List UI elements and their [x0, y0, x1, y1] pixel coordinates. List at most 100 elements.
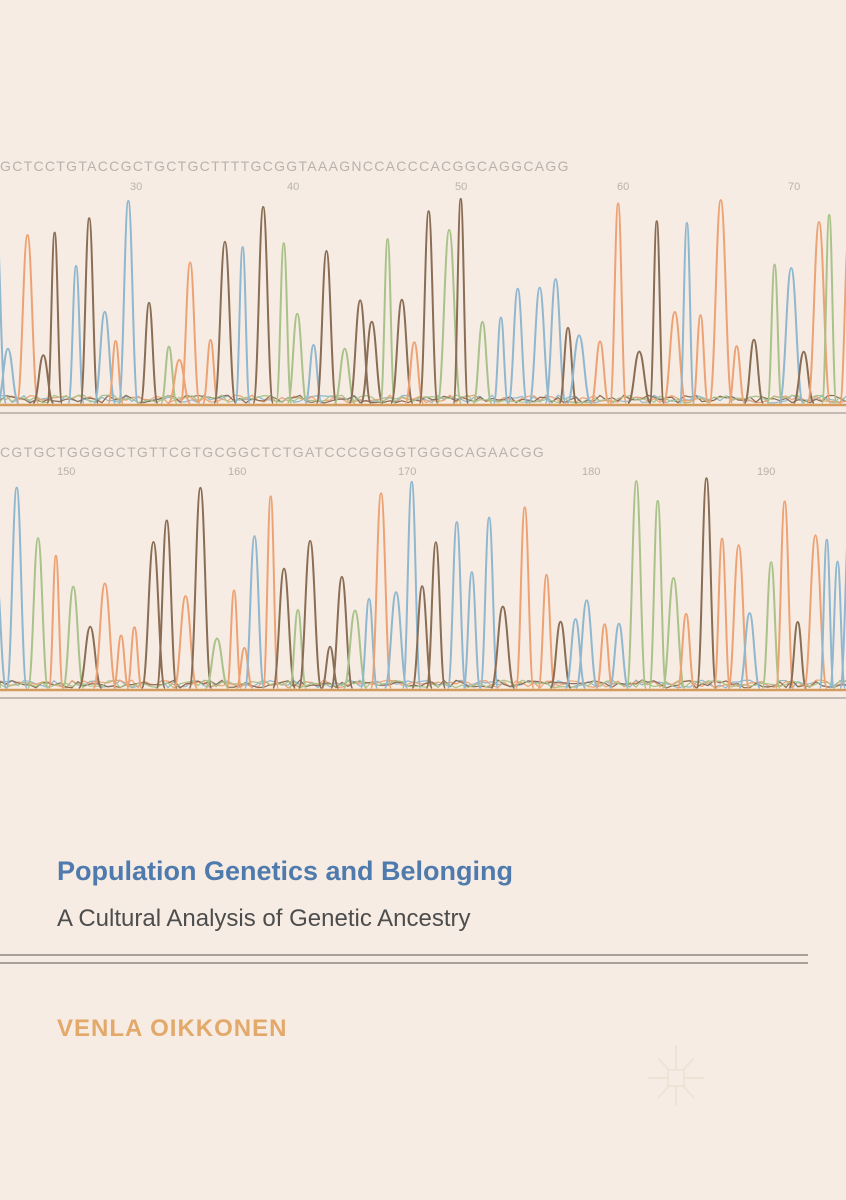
trace-peak — [315, 250, 338, 404]
trace-peak — [369, 492, 393, 689]
trace-peak — [678, 221, 696, 404]
trace-peak — [188, 486, 213, 689]
trace-peak — [691, 314, 710, 404]
trace-peak — [788, 620, 808, 689]
trace-peak — [32, 354, 55, 404]
trace-noise — [0, 394, 846, 404]
trace-peak — [418, 210, 439, 404]
trace-peak — [806, 221, 832, 404]
trace-peak — [564, 618, 587, 689]
trace-peak — [126, 626, 143, 689]
trace-peak — [404, 341, 425, 404]
trace-peak — [609, 202, 628, 404]
trace-peak — [452, 197, 470, 404]
trace-peak — [761, 561, 781, 689]
trace-peak — [0, 347, 20, 404]
trace-peak — [574, 599, 599, 689]
position-number: 170 — [398, 466, 417, 478]
position-number: 50 — [455, 181, 468, 193]
position-number: 190 — [757, 466, 776, 478]
position-number: 70 — [788, 181, 801, 193]
trace-peak — [348, 299, 372, 404]
trace-peak — [608, 622, 630, 689]
trace-peak — [537, 573, 556, 689]
trace-peak — [213, 240, 237, 404]
trace-peak — [286, 312, 308, 404]
trace-peak — [558, 326, 578, 404]
trace-peak — [330, 575, 354, 689]
trace-peak — [320, 645, 340, 689]
trace-peak — [472, 320, 493, 404]
author-name: VENLA OIKKONEN — [57, 1015, 288, 1042]
trace-peak — [514, 506, 535, 689]
trace-peak — [201, 338, 220, 404]
trace-peak — [743, 338, 765, 404]
chromatogram-bottom — [0, 477, 846, 699]
trace-peak — [179, 261, 201, 404]
trace-peak — [462, 570, 482, 689]
sequence-text-top: GCTCCTGTACCGCTGCTGCTTTTGCGGTAAAGNCCACCCA… — [0, 158, 570, 174]
trace-peak — [507, 287, 529, 404]
sequence-text-bottom: CGTGCTGGGGCTGTTCGTGCGGCTCTGATCCCGGGGTGGG… — [0, 444, 546, 460]
trace-peak — [204, 637, 230, 689]
trace-peak — [79, 217, 100, 404]
trace-peak — [676, 612, 696, 689]
trace-peak — [275, 242, 293, 404]
trace-peak — [528, 286, 552, 404]
trace-peak — [425, 541, 447, 689]
position-number: 180 — [582, 466, 601, 478]
book-subtitle: A Cultural Analysis of Genetic Ancestry — [57, 905, 471, 932]
trace-noise — [0, 394, 846, 404]
trace-peak — [288, 609, 308, 689]
position-number: 60 — [617, 181, 630, 193]
trace-peak — [738, 612, 761, 689]
trace-peak — [93, 310, 117, 404]
trace-peak — [727, 544, 751, 689]
book-title: Population Genetics and Belonging — [57, 856, 514, 886]
trace-peak — [595, 623, 614, 689]
trace-peak — [839, 547, 846, 689]
trace-peak — [549, 620, 572, 689]
position-number: 160 — [228, 466, 247, 478]
position-number: 40 — [287, 181, 300, 193]
position-number: 150 — [57, 466, 76, 478]
trace-peak — [383, 591, 409, 689]
divider-rule — [0, 962, 808, 964]
chromatogram-top — [0, 197, 846, 414]
trace-peak — [112, 634, 130, 689]
trace-peak — [243, 535, 266, 689]
trace-peak — [5, 486, 28, 689]
trace-peak — [379, 238, 396, 404]
trace-peak — [67, 265, 85, 404]
trace-peak — [160, 345, 178, 404]
trace-peak — [446, 521, 467, 689]
trace-peak — [838, 249, 846, 404]
trace-peak — [47, 554, 65, 689]
trace-peak — [167, 358, 192, 404]
trace-peak — [117, 199, 140, 404]
trace-peak — [708, 199, 734, 404]
trace-peak — [625, 480, 648, 689]
trace-peak — [26, 537, 50, 689]
trace-peak — [648, 220, 665, 404]
trace-peak — [271, 567, 297, 689]
trace-peak — [820, 213, 838, 404]
trace-peak — [15, 234, 40, 404]
trace-peak — [727, 345, 746, 404]
trace-peak — [139, 301, 159, 404]
trace-peak — [235, 646, 254, 689]
trace-peak — [818, 538, 835, 689]
trace-peak — [479, 516, 500, 689]
trace-peak — [695, 477, 718, 689]
trace-peak — [252, 206, 275, 404]
trace-peak — [766, 263, 783, 404]
trace-peak — [401, 480, 422, 689]
trace-peak — [774, 500, 795, 689]
trace-peak — [234, 246, 251, 404]
trace-peak — [648, 499, 668, 689]
trace-peak — [92, 582, 118, 689]
trace-peak — [155, 519, 178, 689]
trace-peak — [778, 266, 805, 404]
trace-peak — [590, 340, 610, 404]
trace-peak — [626, 350, 652, 404]
